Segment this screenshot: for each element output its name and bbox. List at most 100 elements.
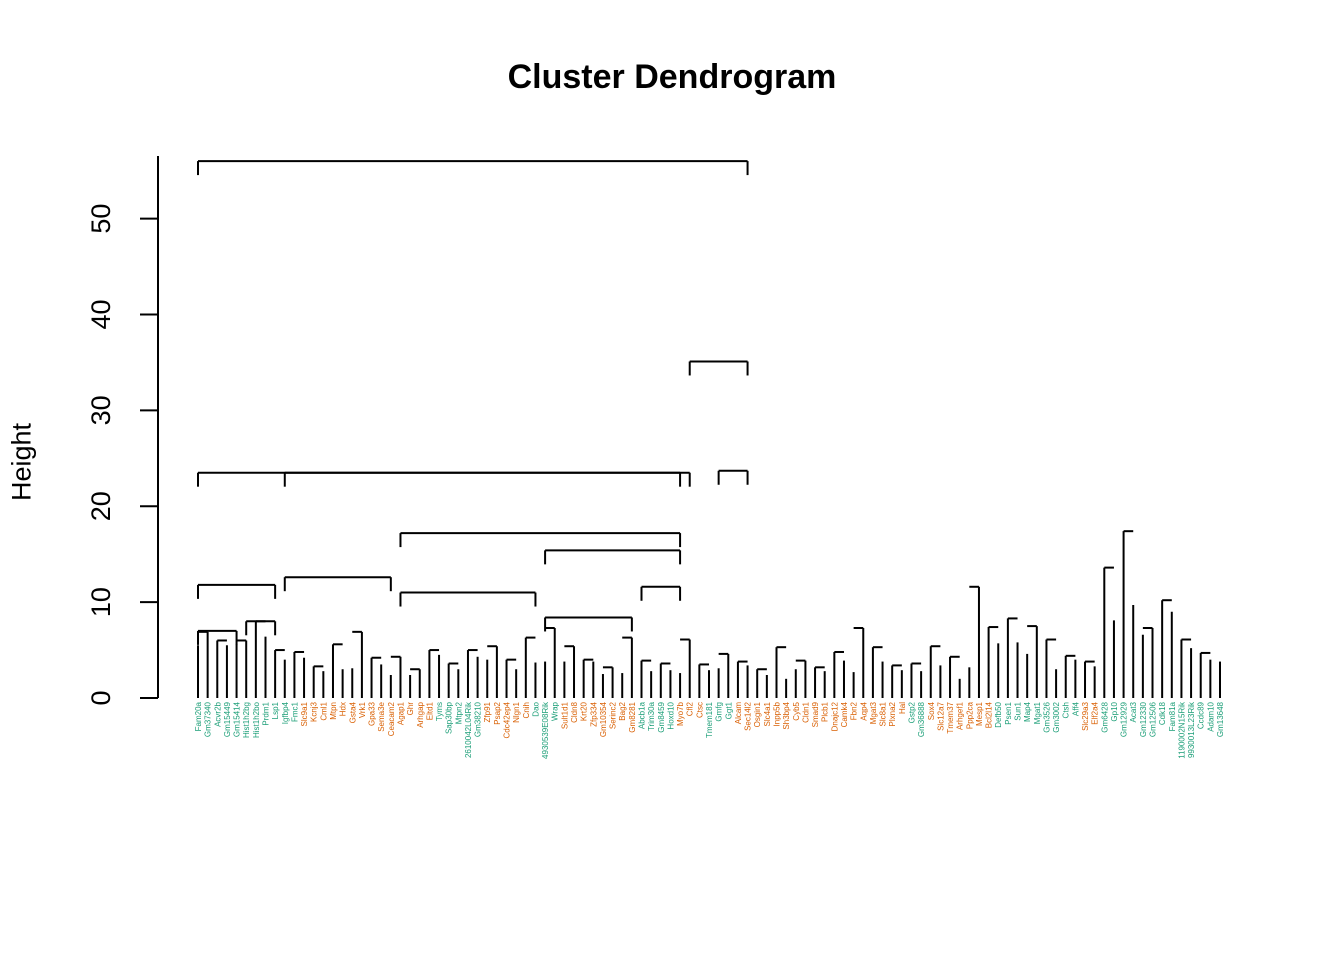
- leaf-label: Gmfg: [715, 702, 724, 722]
- y-tick-label: 0: [86, 690, 116, 705]
- leaf-label: Hdx: [339, 702, 348, 716]
- leaf-label: Ctsc: [695, 702, 704, 718]
- leaf-label: Gm38210: [474, 701, 483, 737]
- leaf-label: Slc29a3: [1081, 701, 1090, 730]
- leaf-label: Mgat3: [869, 701, 878, 724]
- leaf-label: Sec14l2: [744, 701, 753, 730]
- leaf-label: Myo7b: [676, 701, 685, 726]
- leaf-label: Lsp1: [271, 701, 280, 719]
- leaf-label: Aff4: [1071, 701, 1080, 716]
- leaf-label: Tyms: [435, 702, 444, 721]
- leaf-label: Bcl2l14: [985, 701, 994, 728]
- leaf-label: Gp10: [1110, 701, 1119, 721]
- leaf-label: Inpp5b: [772, 701, 781, 726]
- leaf-label: Cyb5: [792, 701, 801, 720]
- leaf-label: Mtpn2: [454, 701, 463, 724]
- leaf-label: Slc4a1: [763, 701, 772, 726]
- leaf-label: Hoxd10: [666, 701, 675, 729]
- leaf-label: Agap1: [396, 701, 405, 725]
- leaf-label: Cldn1: [801, 701, 810, 722]
- leaf-label: Sema3e: [377, 701, 386, 731]
- leaf-label: 4930539E08Rik: [541, 701, 550, 759]
- y-tick-label: 50: [86, 204, 116, 234]
- leaf-label: Zfp334: [589, 701, 598, 726]
- leaf-label: Mtpn: [329, 702, 338, 720]
- leaf-label: Abcb1a: [638, 701, 647, 729]
- leaf-label: Hist1h2bg: [242, 702, 251, 738]
- leaf-label: Sox4: [927, 701, 936, 720]
- leaf-label: Fbn2: [850, 701, 859, 720]
- leaf-label: Trim30a: [647, 701, 656, 731]
- leaf-label: Plcb1: [821, 701, 830, 722]
- leaf-label: Cfl2: [686, 701, 695, 716]
- leaf-label: Tmem181: [705, 701, 714, 738]
- y-tick-label: 40: [86, 299, 116, 329]
- leaf-label: Cdk18: [1158, 701, 1167, 725]
- leaf-label: Cml1: [319, 701, 328, 720]
- leaf-label: Dao: [531, 701, 540, 716]
- leaf-label: Hist1h2bo: [252, 701, 261, 738]
- leaf-label: Krt20: [580, 701, 589, 721]
- leaf-label: Gm12330: [1139, 701, 1148, 737]
- leaf-label: Map4: [1023, 701, 1032, 722]
- leaf-label: Gm15449: [223, 701, 232, 737]
- leaf-label: Sun1: [1014, 701, 1023, 720]
- leaf-label: Bag2: [618, 701, 627, 720]
- leaf-label: Fam81a: [1168, 701, 1177, 731]
- leaf-label: Mesp1: [975, 701, 984, 726]
- y-tick-label: 20: [86, 491, 116, 521]
- leaf-labels: Fam20a Gm37340 Acvr2b Gm15449 Gm15414 Hist1h2…: [194, 701, 1225, 759]
- leaf-label: Plxna2: [888, 701, 897, 726]
- leaf-label: Prdm1: [261, 701, 270, 725]
- leaf-label: Dnajc12: [830, 701, 839, 731]
- leaf-label: Elf2a4: [1091, 701, 1100, 724]
- leaf-label: Slc12a7: [936, 701, 945, 730]
- leaf-label: Ggt1: [724, 701, 733, 719]
- leaf-label: Nlgn1: [512, 701, 521, 722]
- leaf-label: Gm8459: [657, 701, 666, 732]
- leaf-label: Defb50: [994, 701, 1003, 727]
- leaf-label: Wrap: [551, 701, 560, 721]
- leaf-label: Gm8281: [628, 701, 637, 732]
- leaf-label: Gm13648: [1216, 701, 1225, 737]
- leaf-label: 9930013L23Rik: [1187, 701, 1196, 758]
- leaf-label: Gm12506: [1149, 701, 1158, 737]
- leaf-label: Adam10: [1206, 701, 1215, 731]
- leaf-label: Aqp4: [859, 701, 868, 720]
- leaf-label: 1190002N15Rik: [1177, 701, 1186, 759]
- leaf-label: Cnih: [522, 702, 531, 718]
- y-tick-label: 10: [86, 587, 116, 617]
- leaf-label: Gm37340: [204, 701, 213, 737]
- leaf-label: Gm3526: [1042, 701, 1051, 732]
- chart-title: Cluster Dendrogram: [507, 58, 837, 96]
- leaf-label: Ghr: [406, 702, 415, 716]
- leaf-label: Gm10354: [599, 701, 608, 737]
- leaf-label: Gm15414: [233, 701, 242, 737]
- leaf-label: 2610042L04Rik: [464, 701, 473, 758]
- leaf-label: Cldn8: [570, 701, 579, 722]
- leaf-label: Hal: [898, 702, 907, 714]
- leaf-label: Psap2: [493, 701, 502, 724]
- leaf-label: Sh3bp4: [782, 701, 791, 729]
- leaf-label: Osgin1: [753, 701, 762, 727]
- leaf-label: Serinc2: [609, 701, 618, 729]
- leaf-label: Igfbp4: [281, 701, 290, 724]
- leaf-label: Camk4: [840, 701, 849, 727]
- leaf-label: Eltd1: [425, 701, 434, 720]
- y-tick-label: 30: [86, 395, 116, 425]
- leaf-label: Ccdc89: [1197, 701, 1206, 729]
- leaf-label: Slc9a1: [300, 701, 309, 726]
- leaf-label: Arhgef1: [956, 701, 965, 730]
- leaf-label: Ceacam2: [387, 701, 396, 736]
- leaf-label: Fmc1: [290, 701, 299, 722]
- leaf-label: Mgat1: [1033, 701, 1042, 724]
- dendrogram-tree: [197, 160, 1221, 698]
- leaf-label: Zfp91: [483, 701, 492, 722]
- leaf-label: Gm6428: [1100, 701, 1109, 732]
- leaf-label: Arhgap: [416, 701, 425, 727]
- leaf-label: Psen1: [1004, 701, 1013, 724]
- leaf-label: Gstp2: [907, 701, 916, 723]
- leaf-label: Cdc42ep4: [503, 701, 512, 738]
- leaf-label: Ppp2ca: [965, 701, 974, 729]
